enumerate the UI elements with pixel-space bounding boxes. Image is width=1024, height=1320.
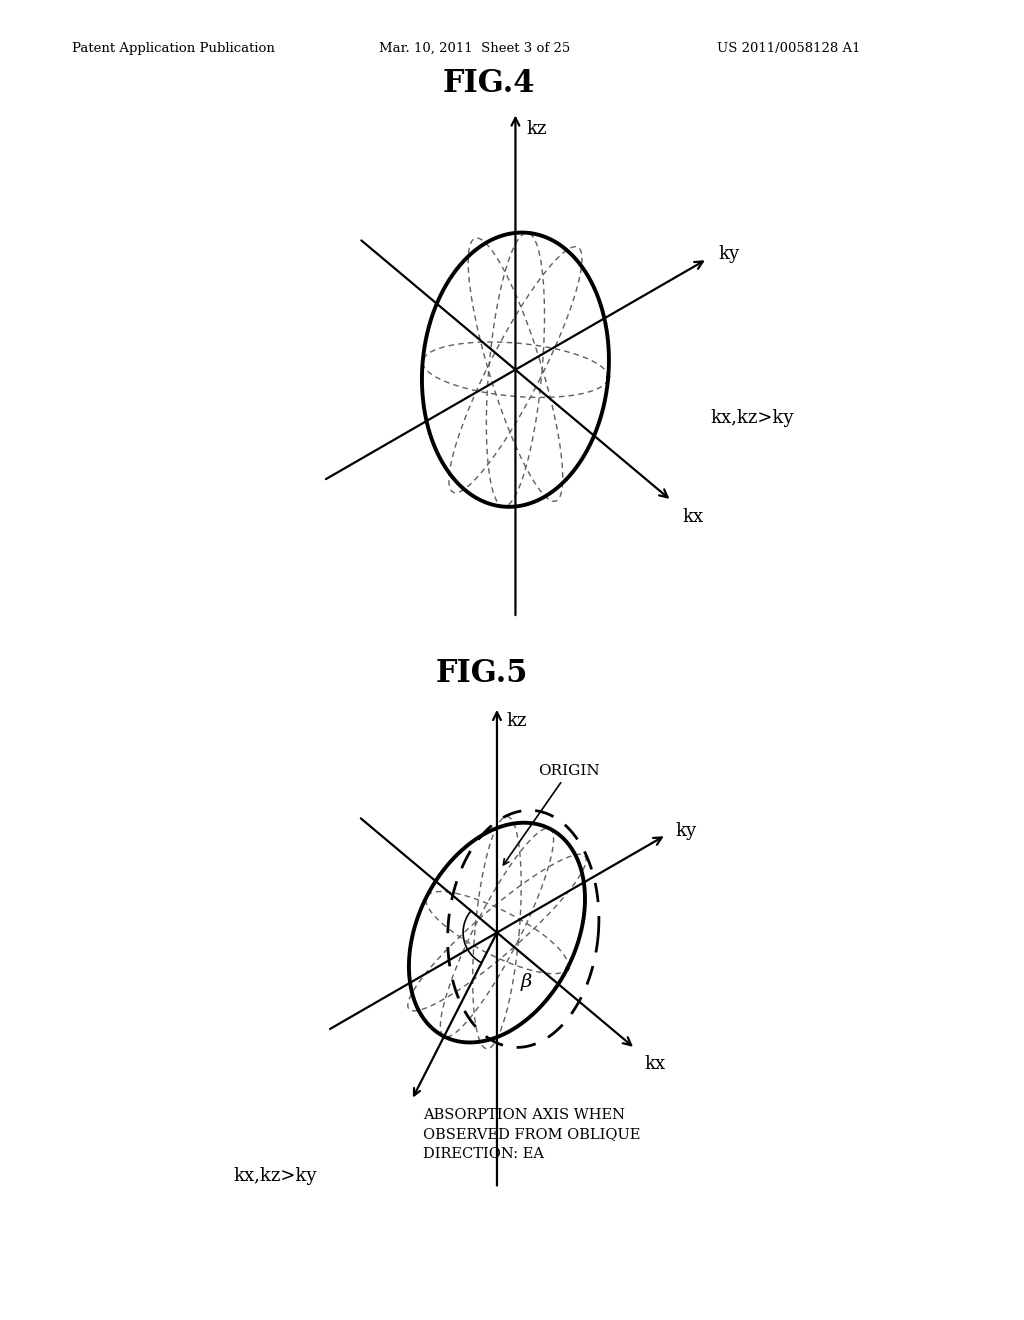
Text: kz: kz — [526, 120, 547, 137]
Text: Mar. 10, 2011  Sheet 3 of 25: Mar. 10, 2011 Sheet 3 of 25 — [379, 42, 570, 55]
Text: FIG.5: FIG.5 — [436, 659, 528, 689]
Text: kx: kx — [644, 1055, 666, 1073]
Text: kz: kz — [506, 713, 526, 730]
Text: Patent Application Publication: Patent Application Publication — [72, 42, 274, 55]
Text: β: β — [521, 973, 532, 991]
Text: kx,kz>ky: kx,kz>ky — [233, 1167, 317, 1185]
Text: ABSORPTION AXIS WHEN
OBSERVED FROM OBLIQUE
DIRECTION: EA: ABSORPTION AXIS WHEN OBSERVED FROM OBLIQ… — [423, 1107, 640, 1160]
Text: FIG.4: FIG.4 — [442, 69, 536, 99]
Text: US 2011/0058128 A1: US 2011/0058128 A1 — [717, 42, 860, 55]
Text: ky: ky — [676, 822, 696, 840]
Text: kx: kx — [682, 508, 703, 525]
Text: ky: ky — [718, 246, 739, 264]
Text: ORIGIN: ORIGIN — [504, 764, 600, 865]
Text: kx,kz>ky: kx,kz>ky — [711, 409, 794, 426]
